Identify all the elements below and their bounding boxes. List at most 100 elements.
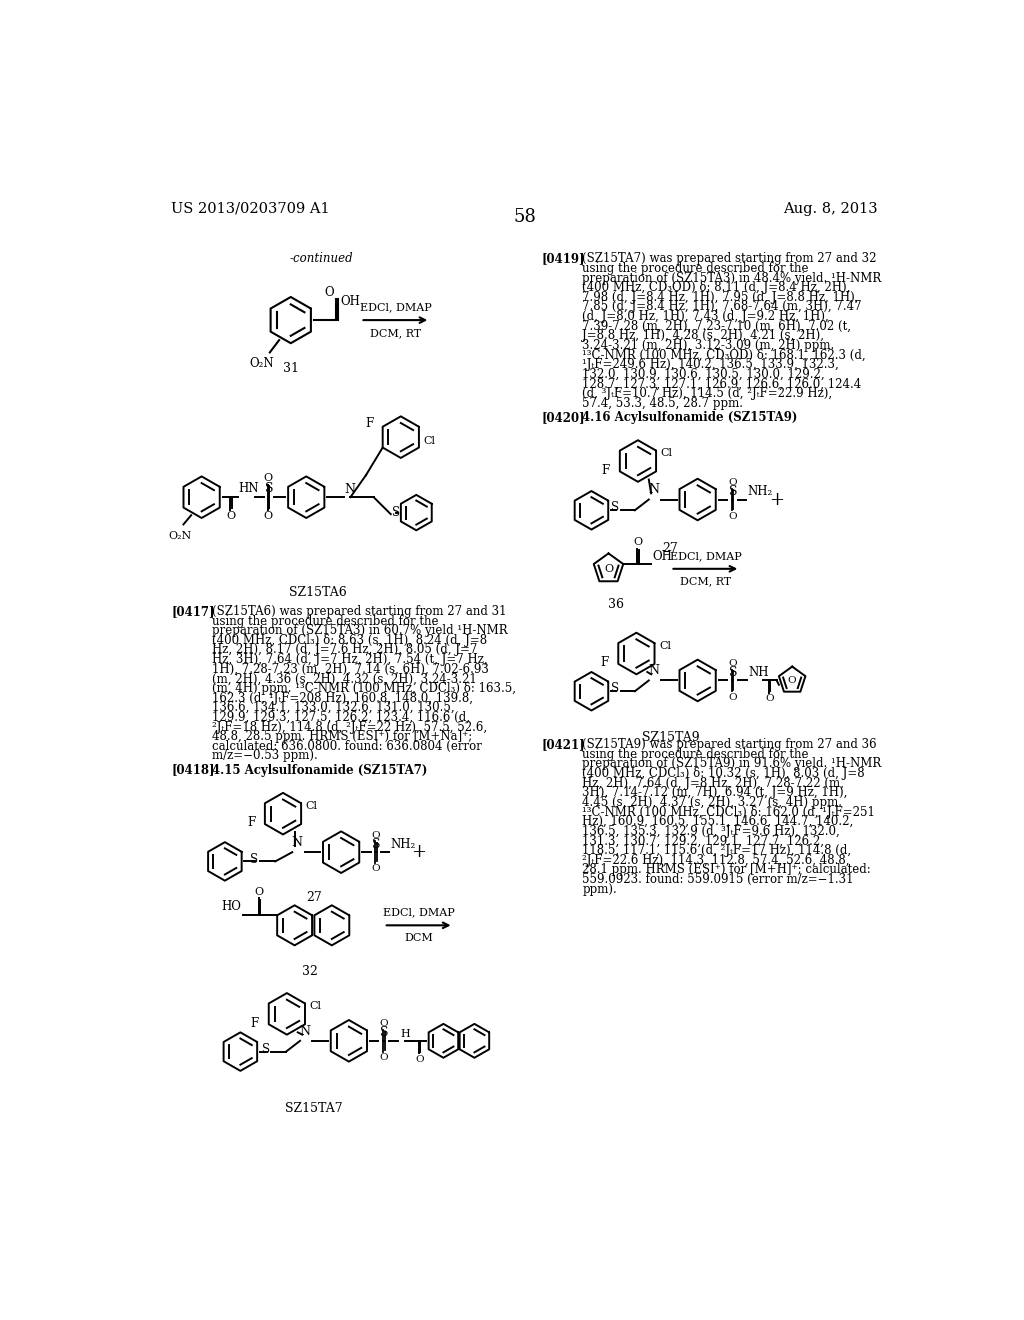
Text: ¹³C-NMR (100 MHz, CDCl₃) δ: 162.0 (d, ¹JₜF=251: ¹³C-NMR (100 MHz, CDCl₃) δ: 162.0 (d, ¹J… [583,805,876,818]
Text: EDCl, DMAP: EDCl, DMAP [383,908,455,917]
Text: OH: OH [340,296,360,309]
Text: OH: OH [652,549,673,562]
Text: O: O [765,694,774,704]
Text: 136.6, 134.1, 133.0, 132.6, 131.0, 130.5,: 136.6, 134.1, 133.0, 132.6, 131.0, 130.5… [212,701,455,714]
Text: O: O [255,887,264,896]
Text: preparation of (SZ15TA3) in 60.7% yield ¹H-NMR: preparation of (SZ15TA3) in 60.7% yield … [212,624,507,638]
Text: O: O [415,1055,424,1064]
Text: 118.5, 117.1, 115.6 (d, ²JₜF=17 Hz), 114.8 (d,: 118.5, 117.1, 115.6 (d, ²JₜF=17 Hz), 114… [583,843,851,857]
Text: Aug. 8, 2013: Aug. 8, 2013 [783,202,879,215]
Text: F: F [602,463,610,477]
Text: O: O [728,478,737,487]
Text: O: O [728,693,737,702]
Text: O: O [372,865,380,874]
Text: +: + [769,491,784,508]
Text: F: F [247,816,255,829]
Text: Hz, 2H), 7.64 (d, J=8 Hz, 2H), 7.28-7.22 (m,: Hz, 2H), 7.64 (d, J=8 Hz, 2H), 7.28-7.22… [583,776,844,789]
Text: US 2013/0203709 A1: US 2013/0203709 A1 [171,202,330,215]
Text: DCM, RT: DCM, RT [680,577,731,586]
Text: preparation of (SZ15TA9) in 91.6% yield. ¹H-NMR: preparation of (SZ15TA9) in 91.6% yield.… [583,758,882,771]
Text: J=8.8 Hz, 1H), 4.28 (s, 2H), 4.21 (s, 2H),: J=8.8 Hz, 1H), 4.28 (s, 2H), 4.21 (s, 2H… [583,330,824,342]
Text: 31: 31 [283,363,299,375]
Text: [0421]: [0421] [542,738,586,751]
Text: (d, ³JₜF=10.7 Hz), 114.5 (d, ²JₜF=22.9 Hz),: (d, ³JₜF=10.7 Hz), 114.5 (d, ²JₜF=22.9 H… [583,387,833,400]
Text: O: O [325,285,334,298]
Text: [0418]: [0418] [171,763,215,776]
Text: 7.39-7.28 (m, 2H), 7.23-7.10 (m, 6H), 7.02 (t,: 7.39-7.28 (m, 2H), 7.23-7.10 (m, 6H), 7.… [583,319,851,333]
Text: N: N [344,483,355,496]
Text: 3H), 7.14-7.12 (m, 7H), 6.94 (t, J=9 Hz, 1H),: 3H), 7.14-7.12 (m, 7H), 6.94 (t, J=9 Hz,… [583,787,848,800]
Text: NH: NH [749,665,769,678]
Text: O: O [604,564,613,574]
Text: (400 MHz, CD₃OD) δ: 8.11 (d, J=8.4 Hz, 2H),: (400 MHz, CD₃OD) δ: 8.11 (d, J=8.4 Hz, 2… [583,281,851,294]
Text: 36: 36 [608,598,625,611]
Text: H: H [400,1030,410,1039]
Text: using the procedure described for the: using the procedure described for the [583,748,809,760]
Text: 129.9, 129.3, 127.5, 126.2, 123.4, 116.6 (d,: 129.9, 129.3, 127.5, 126.2, 123.4, 116.6… [212,711,470,723]
Text: (SZ15TA9) was prepared starting from 27 and 36: (SZ15TA9) was prepared starting from 27 … [583,738,877,751]
Text: S: S [265,482,273,495]
Text: N: N [648,483,659,496]
Text: +: + [411,843,426,861]
Text: 57.4, 53.3, 48.5, 28.7 ppm.: 57.4, 53.3, 48.5, 28.7 ppm. [583,397,743,409]
Text: O₂N: O₂N [250,356,274,370]
Text: S: S [611,682,620,696]
Text: (m, 2H), 4.36 (s, 2H), 4.32 (s, 2H), 3.24-3.21: (m, 2H), 4.36 (s, 2H), 4.32 (s, 2H), 3.2… [212,672,476,685]
Text: O: O [372,830,380,840]
Text: SZ15TA9: SZ15TA9 [642,730,699,743]
Text: 559.0923. found: 559.0915 (error m/z=−1.31: 559.0923. found: 559.0915 (error m/z=−1.… [583,873,854,886]
Text: 27: 27 [663,543,678,554]
Text: F: F [600,656,608,669]
Text: O: O [728,512,737,521]
Text: Cl: Cl [305,801,317,810]
Text: ²JₜF=18 Hz), 114.8 (d, ²JₜF=22 Hz), 57.5, 52.6,: ²JₜF=18 Hz), 114.8 (d, ²JₜF=22 Hz), 57.5… [212,721,486,734]
Text: O₂N: O₂N [169,531,191,541]
Text: Hz), 160.9, 160.5, 155.1, 146.6, 144.7, 140.2,: Hz), 160.9, 160.5, 155.1, 146.6, 144.7, … [583,816,853,828]
Text: 4.45 (s, 2H), 4.37 (s, 2H), 3.27 (s, 4H) ppm.: 4.45 (s, 2H), 4.37 (s, 2H), 3.27 (s, 4H)… [583,796,842,809]
Text: (d, J=8.0 Hz, 1H), 7.43 (d, J=9.2 Hz, 1H),: (d, J=8.0 Hz, 1H), 7.43 (d, J=9.2 Hz, 1H… [583,310,828,323]
Text: Hz, 3H), 7.64 (d, J=7 Hz, 2H), 7.54 (t, J=7 Hz,: Hz, 3H), 7.64 (d, J=7 Hz, 2H), 7.54 (t, … [212,653,487,667]
Text: SZ15TA6: SZ15TA6 [289,586,347,599]
Text: N: N [292,836,302,849]
Text: S: S [380,1026,388,1039]
Text: 27: 27 [306,891,322,904]
Text: S: S [250,853,258,866]
Text: EDCl, DMAP: EDCl, DMAP [670,552,741,561]
Text: Cl: Cl [660,449,673,458]
Text: (m, 4H) ppm. ¹³C-NMR (100 MHz, CDCl₃) δ: 163.5,: (m, 4H) ppm. ¹³C-NMR (100 MHz, CDCl₃) δ:… [212,682,516,696]
Text: Cl: Cl [309,1001,322,1011]
Text: S: S [729,665,737,678]
Text: Hz, 2H), 8.17 (d, J=7.6 Hz, 2H), 8.05 (d, J=7: Hz, 2H), 8.17 (d, J=7.6 Hz, 2H), 8.05 (d… [212,644,477,656]
Text: 28.1 ppm. HRMS (ESI⁺) for [M+H]⁺; calculated:: 28.1 ppm. HRMS (ESI⁺) for [M+H]⁺; calcul… [583,863,870,876]
Text: S: S [729,484,737,498]
Text: F: F [366,417,374,430]
Text: [0420]: [0420] [542,411,586,424]
Text: 136.5, 135.3, 132.9 (d, ³JₜF=9.6 Hz), 132.0,: 136.5, 135.3, 132.9 (d, ³JₜF=9.6 Hz), 13… [583,825,840,838]
Text: 3.24-3.21 (m, 2H), 3.12-3.09 (m, 2H) ppm.: 3.24-3.21 (m, 2H), 3.12-3.09 (m, 2H) ppm… [583,339,835,352]
Text: preparation of (SZ15TA3) in 48.4% yield. ¹H-NMR: preparation of (SZ15TA3) in 48.4% yield.… [583,272,882,285]
Text: Cl: Cl [423,436,435,446]
Text: ¹JₜF=249.6 Hz), 140.2, 136.5, 133.9, 132.3,: ¹JₜF=249.6 Hz), 140.2, 136.5, 133.9, 132… [583,358,839,371]
Text: 132.0, 130.9, 130.6, 130.5, 130.0, 129.2,: 132.0, 130.9, 130.6, 130.5, 130.0, 129.2… [583,368,824,381]
Text: 1H), 7.28-7.23 (m, 2H), 7.14 (s, 6H), 7.02-6.93: 1H), 7.28-7.23 (m, 2H), 7.14 (s, 6H), 7.… [212,663,488,676]
Text: 4.15 Acylsulfonamide (SZ15TA7): 4.15 Acylsulfonamide (SZ15TA7) [212,763,427,776]
Text: -continued: -continued [290,252,353,265]
Text: N: N [299,1024,310,1038]
Text: F: F [251,1016,259,1030]
Text: ppm).: ppm). [583,883,616,895]
Text: HN: HN [238,482,258,495]
Text: 7.85 (d, J=8.4 Hz, 1H), 7.68-7.64 (m, 3H), 7.47: 7.85 (d, J=8.4 Hz, 1H), 7.68-7.64 (m, 3H… [583,301,862,313]
Text: S: S [392,506,400,519]
Text: 32: 32 [302,965,318,978]
Text: (400 MHz, CDCl₃) δ: 8.63 (s, 1H), 8.24 (d, J=8: (400 MHz, CDCl₃) δ: 8.63 (s, 1H), 8.24 (… [212,634,486,647]
Text: O: O [380,1053,388,1063]
Text: NH₂: NH₂ [391,838,416,850]
Text: ¹³C-NMR (100 MHz, CD₃OD) δ: 168.1, 162.3 (d,: ¹³C-NMR (100 MHz, CD₃OD) δ: 168.1, 162.3… [583,348,865,362]
Text: 128.7, 127.3, 127.1, 126.9, 126.6, 126.0, 124.4: 128.7, 127.3, 127.1, 126.9, 126.6, 126.0… [583,378,861,391]
Text: O: O [634,537,642,546]
Text: using the procedure described for the: using the procedure described for the [583,261,809,275]
Text: (SZ15TA7) was prepared starting from 27 and 32: (SZ15TA7) was prepared starting from 27 … [583,252,877,265]
Text: [0417]: [0417] [171,605,215,618]
Text: O: O [264,474,272,483]
Text: (SZ15TA6) was prepared starting from 27 and 31: (SZ15TA6) was prepared starting from 27 … [212,605,506,618]
